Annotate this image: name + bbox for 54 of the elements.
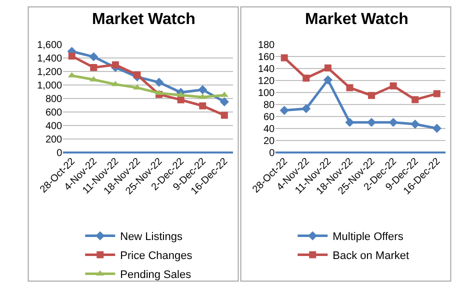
point bbox=[346, 84, 354, 92]
y-tick-label: 40 bbox=[264, 124, 276, 135]
point bbox=[199, 102, 206, 110]
point bbox=[154, 78, 164, 87]
legend-label: Pending Sales bbox=[120, 269, 192, 282]
legend-label: New Listings bbox=[120, 231, 183, 244]
y-tick-label: 1,200 bbox=[37, 67, 63, 78]
point bbox=[68, 52, 76, 60]
point bbox=[432, 124, 442, 133]
y-tick-label: 0 bbox=[56, 148, 63, 159]
point bbox=[368, 92, 376, 99]
point bbox=[280, 106, 289, 115]
legend-label: Multiple Offers bbox=[332, 231, 404, 244]
y-tick-label: 100 bbox=[258, 88, 276, 99]
y-tick-label: 200 bbox=[45, 134, 63, 146]
point bbox=[177, 96, 184, 104]
point bbox=[302, 104, 311, 114]
legend-label: Price Changes bbox=[120, 250, 193, 262]
y-tick-label: 140 bbox=[258, 64, 276, 76]
y-tick-label: 0 bbox=[269, 148, 276, 159]
point bbox=[198, 85, 208, 94]
y-tick-label: 1,600 bbox=[37, 40, 63, 52]
y-tick-label: 80 bbox=[264, 100, 276, 111]
point bbox=[302, 74, 310, 82]
point bbox=[324, 64, 332, 72]
chart-title: Market Watch bbox=[305, 11, 408, 28]
point bbox=[433, 90, 440, 98]
point bbox=[366, 118, 376, 127]
point bbox=[112, 61, 119, 68]
y-tick-label: 400 bbox=[45, 120, 63, 132]
point bbox=[280, 54, 288, 62]
point bbox=[90, 64, 98, 72]
y-tick-label: 20 bbox=[264, 136, 276, 147]
point bbox=[220, 97, 229, 106]
point bbox=[345, 118, 354, 127]
point bbox=[410, 120, 420, 129]
y-tick-label: 600 bbox=[45, 107, 63, 118]
point bbox=[89, 52, 98, 62]
y-tick-label: 60 bbox=[264, 112, 276, 123]
y-tick-label: 1,400 bbox=[37, 54, 63, 65]
point bbox=[111, 80, 120, 86]
y-tick-label: 180 bbox=[258, 40, 276, 52]
y-tick-label: 160 bbox=[258, 52, 276, 64]
point bbox=[220, 112, 228, 119]
y-tick-label: 120 bbox=[258, 76, 276, 88]
point bbox=[412, 96, 419, 104]
point bbox=[134, 71, 141, 78]
point bbox=[388, 118, 398, 127]
point bbox=[390, 82, 397, 90]
y-tick-label: 800 bbox=[45, 94, 63, 105]
point bbox=[323, 75, 332, 84]
chart-title: Market Watch bbox=[92, 11, 196, 28]
y-tick-label: 1,000 bbox=[37, 80, 63, 92]
legend-label: Back on Market bbox=[332, 250, 410, 262]
